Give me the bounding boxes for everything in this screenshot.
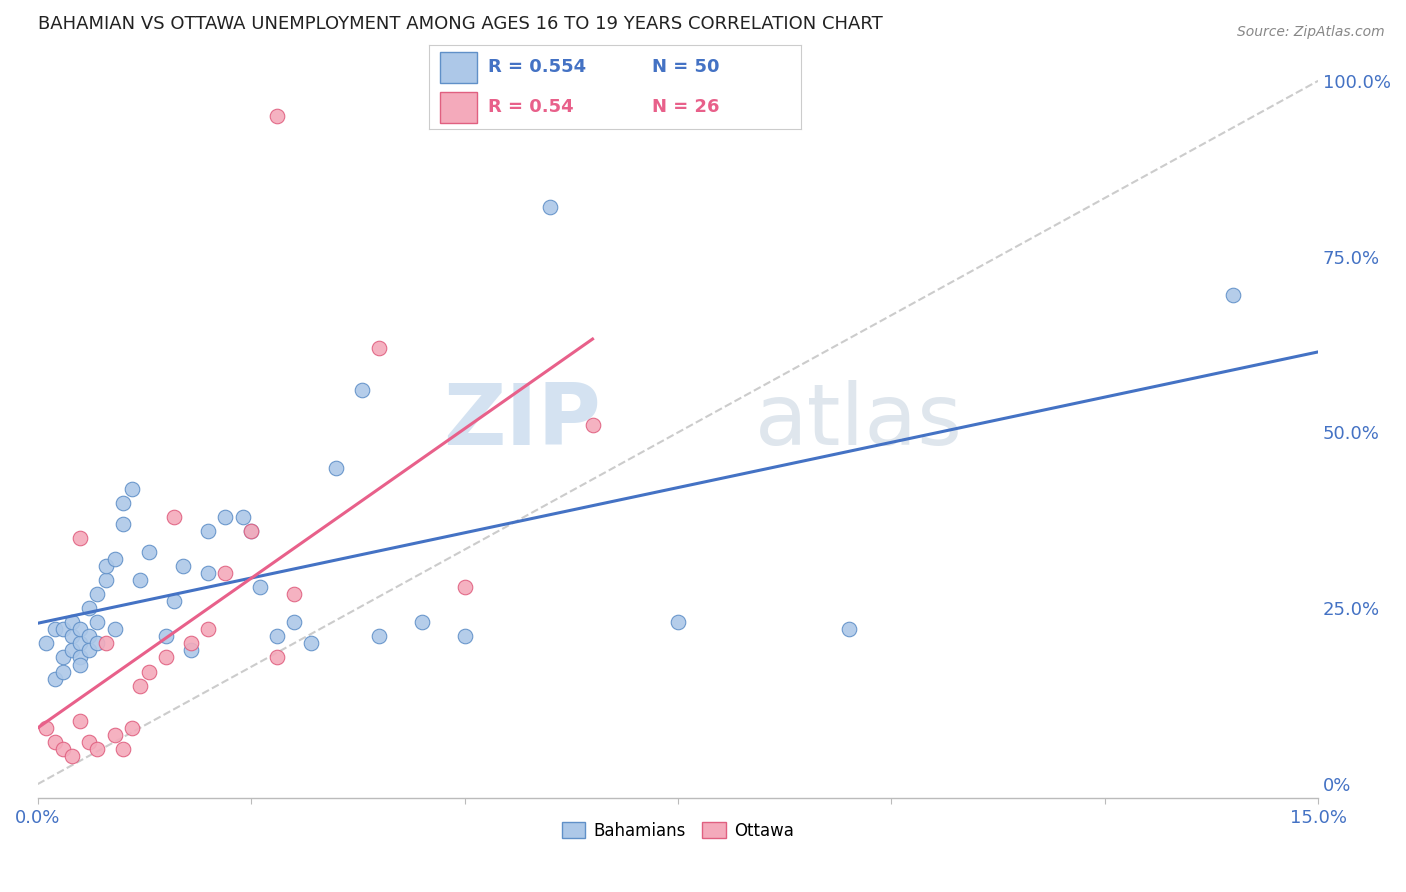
Point [172,559,194,574]
Point [838,623,860,637]
Point [155,629,177,643]
Point [52,650,75,665]
Point [86,742,108,756]
Text: ZIP: ZIP [443,380,602,464]
Point [103,728,125,742]
Text: R = 0.54: R = 0.54 [488,98,574,116]
Point [69,650,91,665]
Point [112,516,135,531]
Point [232,509,254,524]
Point [368,629,391,643]
Text: Source: ZipAtlas.com: Source: ZipAtlas.com [1237,25,1385,39]
Point [77,601,100,615]
Point [44,672,66,686]
Text: N = 50: N = 50 [652,58,720,76]
Point [197,623,219,637]
Point [214,566,236,580]
Point [155,650,177,665]
Point [240,524,263,538]
Point [121,482,143,496]
Point [35,721,58,735]
Point [69,623,91,637]
Point [77,629,100,643]
Point [86,587,108,601]
Point [86,636,108,650]
Text: BAHAMIAN VS OTTAWA UNEMPLOYMENT AMONG AGES 16 TO 19 YEARS CORRELATION CHART: BAHAMIAN VS OTTAWA UNEMPLOYMENT AMONG AG… [38,15,883,33]
Legend: Bahamians, Ottawa: Bahamians, Ottawa [555,815,800,847]
Point [352,384,374,398]
Point [129,573,152,587]
Point [163,509,186,524]
Point [411,615,433,630]
Point [52,665,75,679]
Point [129,679,152,693]
Point [180,636,202,650]
Point [138,545,160,559]
Text: N = 26: N = 26 [652,98,720,116]
Text: R = 0.554: R = 0.554 [488,58,586,76]
Point [103,552,125,566]
Point [283,615,305,630]
Point [112,496,135,510]
Point [44,735,66,749]
Point [44,623,66,637]
Point [60,748,83,763]
Point [60,643,83,657]
Point [69,714,91,728]
FancyBboxPatch shape [440,53,477,83]
Point [214,509,236,524]
Point [538,201,561,215]
Point [121,721,143,735]
Point [138,665,160,679]
Point [581,418,603,433]
Point [77,643,100,657]
Point [1222,288,1244,302]
Point [283,587,305,601]
Point [453,580,475,594]
Point [249,580,271,594]
Point [35,636,58,650]
Point [163,594,186,608]
Point [69,531,91,545]
Point [240,524,263,538]
Point [453,629,475,643]
Point [299,636,322,650]
Point [325,460,347,475]
Point [266,629,288,643]
Point [112,742,135,756]
Point [77,735,100,749]
Point [197,566,219,580]
Text: atlas: atlas [755,380,963,464]
Point [60,629,83,643]
Point [52,742,75,756]
Point [86,615,108,630]
Point [60,615,83,630]
Point [103,623,125,637]
Point [94,636,117,650]
Point [368,341,391,355]
Point [666,615,689,630]
Point [180,643,202,657]
Point [52,623,75,637]
Point [266,650,288,665]
Point [69,636,91,650]
Point [69,657,91,672]
Point [266,109,288,123]
Point [197,524,219,538]
Point [94,559,117,574]
FancyBboxPatch shape [440,92,477,122]
Point [94,573,117,587]
